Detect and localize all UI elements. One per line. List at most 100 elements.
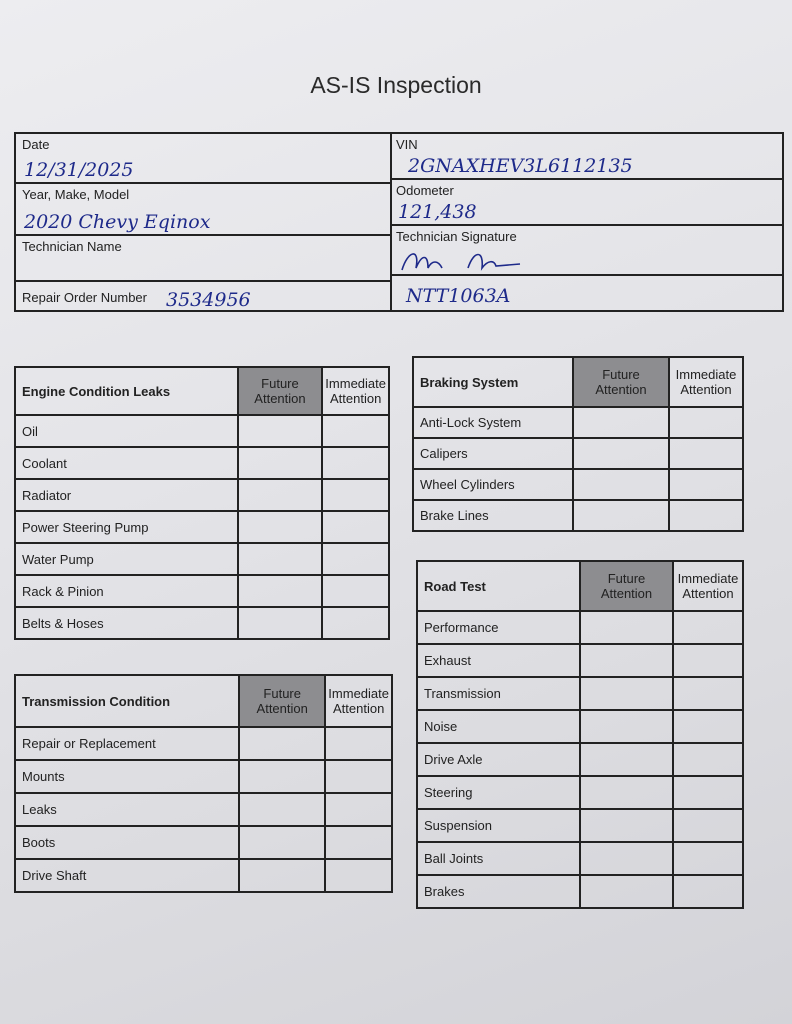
immediate-attention-header: Immediate Attention	[672, 560, 744, 612]
future-attention-cell[interactable]	[236, 414, 324, 448]
future-attention-cell[interactable]	[579, 841, 674, 876]
immediate-attention-cell[interactable]	[672, 775, 744, 810]
road-test-table: Road Test Future Attention Immediate Atten…	[416, 560, 744, 909]
immediate-attention-cell[interactable]	[321, 446, 390, 480]
engine-table-title: Engine Condition Leaks	[14, 366, 239, 416]
future-attention-cell[interactable]	[238, 759, 327, 794]
item-label: Drive Shaft	[13, 858, 241, 893]
future-attention-cell[interactable]	[236, 574, 324, 608]
immediate-attention-header: Immediate Attention	[324, 674, 393, 728]
immediate-attention-cell[interactable]	[672, 676, 744, 711]
immediate-attention-cell[interactable]	[321, 542, 390, 576]
future-attention-cell[interactable]	[579, 742, 674, 777]
ro-cell: Repair Order Number 3534956	[16, 282, 390, 312]
table-row: Exhaust	[416, 643, 744, 678]
future-attention-cell[interactable]	[236, 542, 324, 576]
immediate-attention-cell[interactable]	[324, 726, 393, 761]
ro-value: 3534956	[166, 289, 251, 311]
item-label: Leaks	[13, 792, 241, 827]
ymm-cell: Year, Make, Model 2020 Chevy Eqinox	[16, 184, 390, 236]
immediate-attention-cell[interactable]	[672, 841, 744, 876]
table-row: Rack & Pinion	[14, 574, 390, 608]
future-attention-cell[interactable]	[579, 874, 674, 909]
future-attention-cell[interactable]	[572, 499, 670, 532]
immediate-attention-cell[interactable]	[321, 606, 390, 640]
immediate-attention-cell[interactable]	[672, 808, 744, 843]
table-row: Ball Joints	[416, 841, 744, 876]
item-label: Ball Joints	[416, 841, 581, 876]
table-row: Suspension	[416, 808, 744, 843]
table-row: Oil	[14, 414, 390, 448]
future-attention-cell[interactable]	[236, 446, 324, 480]
odometer-cell: Odometer 121,438	[390, 180, 782, 226]
future-attention-cell[interactable]	[236, 606, 324, 640]
item-label: Steering	[416, 775, 581, 810]
road-table-title: Road Test	[416, 560, 581, 612]
immediate-attention-cell[interactable]	[324, 858, 393, 893]
future-attention-cell[interactable]	[238, 858, 327, 893]
immediate-attention-cell[interactable]	[324, 792, 393, 827]
immediate-attention-header: Immediate Attention	[668, 356, 744, 408]
future-attention-cell[interactable]	[236, 478, 324, 512]
immediate-attention-cell[interactable]	[668, 499, 744, 532]
vin-cell: VIN 2GNAXHEV3L6112135	[390, 134, 782, 180]
braking-system-table: Braking System Future Attention Immediate …	[412, 356, 744, 532]
immediate-attention-cell[interactable]	[321, 478, 390, 512]
immediate-attention-cell[interactable]	[321, 574, 390, 608]
table-row: Brake Lines	[412, 499, 744, 532]
immediate-attention-cell[interactable]	[324, 759, 393, 794]
table-row: Steering	[416, 775, 744, 810]
immediate-attention-cell[interactable]	[668, 437, 744, 470]
ymm-value: 2020 Chevy Eqinox	[24, 211, 211, 233]
immediate-attention-cell[interactable]	[324, 825, 393, 860]
item-label: Brakes	[416, 874, 581, 909]
future-attention-cell[interactable]	[579, 709, 674, 744]
table-row: Radiator	[14, 478, 390, 512]
table-row: Mounts	[13, 759, 393, 794]
item-label: Belts & Hoses	[14, 606, 239, 640]
future-attention-cell[interactable]	[579, 610, 674, 645]
table-row: Drive Shaft	[13, 858, 393, 893]
immediate-attention-header: Immediate Attention	[321, 366, 390, 416]
future-attention-cell[interactable]	[572, 468, 670, 501]
transmission-table-title: Transmission Condition	[13, 674, 241, 728]
item-label: Radiator	[14, 478, 239, 512]
page-title: AS-IS Inspection	[310, 72, 482, 98]
table-row: Calipers	[412, 437, 744, 470]
table-row: Brakes	[416, 874, 744, 909]
immediate-attention-cell[interactable]	[672, 742, 744, 777]
immediate-attention-cell[interactable]	[668, 468, 744, 501]
future-attention-cell[interactable]	[579, 643, 674, 678]
tech-name-cell: Technician Name	[16, 236, 390, 282]
immediate-attention-cell[interactable]	[668, 406, 744, 439]
immediate-attention-cell[interactable]	[672, 709, 744, 744]
ro-label: Repair Order Number	[22, 290, 147, 305]
date-label: Date	[22, 137, 50, 152]
immediate-attention-cell[interactable]	[672, 610, 744, 645]
future-attention-cell[interactable]	[579, 676, 674, 711]
future-attention-cell[interactable]	[238, 726, 327, 761]
immediate-attention-cell[interactable]	[672, 643, 744, 678]
future-attention-cell[interactable]	[572, 437, 670, 470]
future-attention-cell[interactable]	[236, 510, 324, 544]
table-row: Drive Axle	[416, 742, 744, 777]
future-attention-cell[interactable]	[579, 775, 674, 810]
future-attention-cell[interactable]	[238, 825, 327, 860]
immediate-attention-cell[interactable]	[321, 510, 390, 544]
future-attention-cell[interactable]	[572, 406, 670, 439]
braking-table-title: Braking System	[412, 356, 574, 408]
table-row: Water Pump	[14, 542, 390, 576]
future-attention-header: Future Attention	[579, 560, 674, 612]
vin-label: VIN	[396, 137, 418, 152]
item-label: Transmission	[416, 676, 581, 711]
tech-name-label: Technician Name	[22, 239, 122, 254]
future-attention-cell[interactable]	[579, 808, 674, 843]
table-row: Belts & Hoses	[14, 606, 390, 640]
table-row: Boots	[13, 825, 393, 860]
transmission-condition-table: Transmission Condition Future Attention Im…	[13, 674, 393, 893]
immediate-attention-cell[interactable]	[321, 414, 390, 448]
future-attention-cell[interactable]	[238, 792, 327, 827]
immediate-attention-cell[interactable]	[672, 874, 744, 909]
item-label: Suspension	[416, 808, 581, 843]
tech-signature-cell: Technician Signature	[390, 226, 782, 276]
